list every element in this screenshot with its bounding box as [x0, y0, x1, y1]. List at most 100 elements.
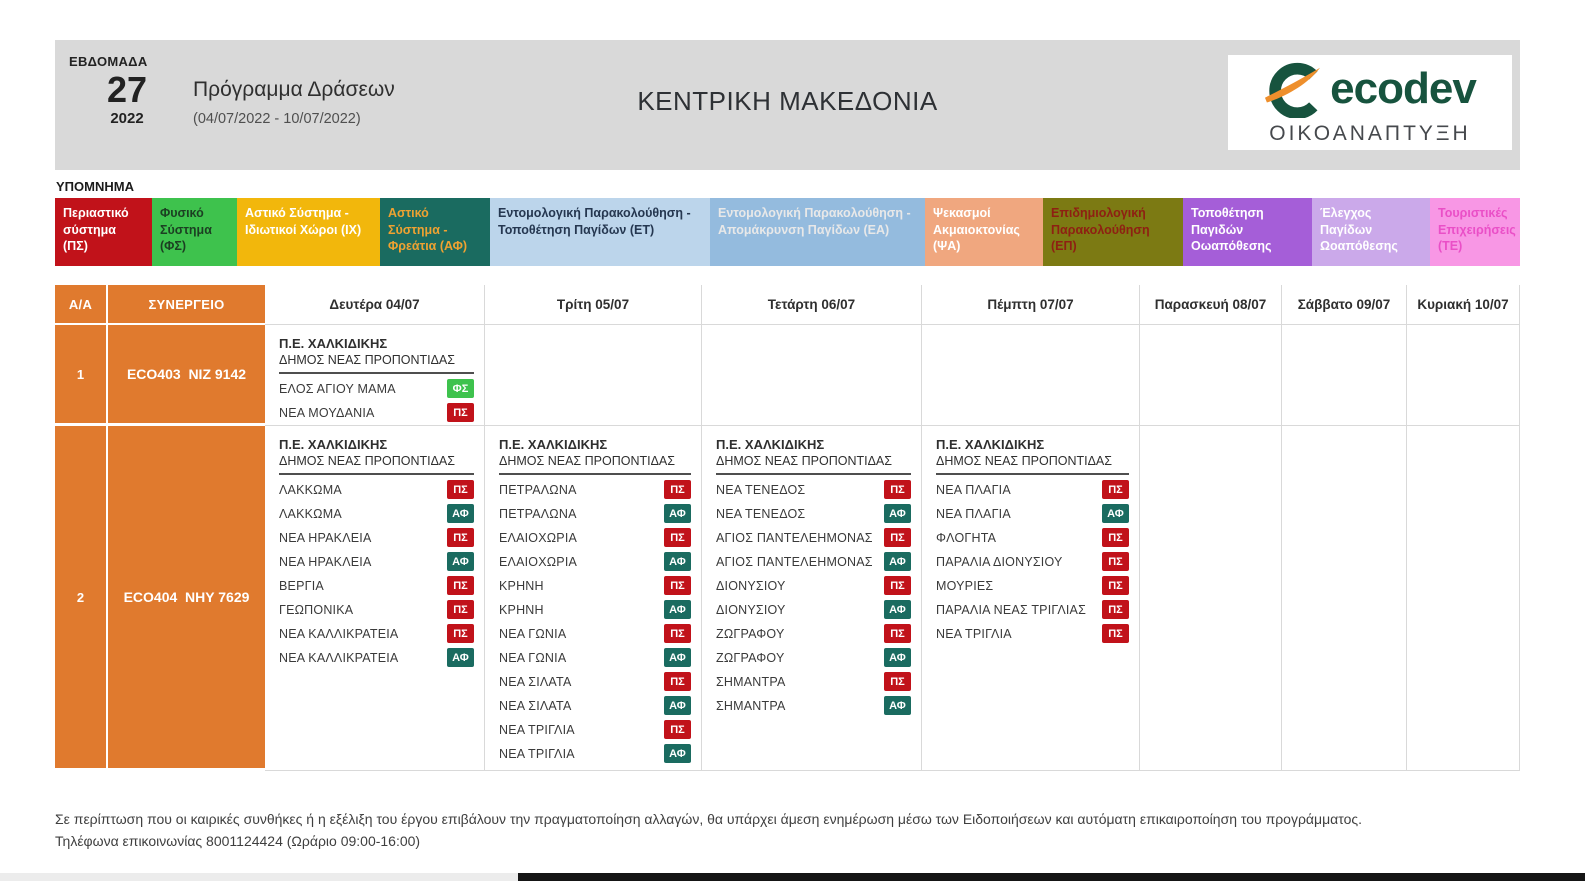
week-number: 27: [106, 69, 148, 110]
legend-item: Έλεγχος Παγίδων Ωοαπόθεσης: [1312, 198, 1430, 266]
header-cell: Τρίτη 05/07: [485, 285, 702, 325]
day-cell: [702, 325, 922, 426]
schedule-entry: ΝΕΑ ΓΩΝΙΑ ΠΣ: [499, 624, 691, 643]
footer-contact: Τηλέφωνα επικοινωνίας 8001124424 (Ωράριο…: [55, 833, 421, 849]
day-cell: Π.Ε. ΧΑΛΚΙΔΙΚΗΣ ΔΗΜΟΣ ΝΕΑΣ ΠΡΟΠΟΝΤΙΔΑΣ ΕΛΟ…: [265, 325, 485, 426]
place-label: ΚΡΗΝΗ: [499, 602, 544, 617]
row-number-cell: 2: [55, 426, 108, 771]
legend-item: Αστικό Σύστημα - Ιδιωτικοί Χώροι (ΙΧ): [237, 198, 380, 266]
header-cell: ΣΥΝΕΡΓΕΙΟ: [108, 285, 265, 325]
place-label: ΒΕΡΓΙΑ: [279, 578, 324, 593]
day-cell: [1282, 426, 1407, 771]
region-title: ΚΕΝΤΡΙΚΗ ΜΑΚΕΔΟΝΙΑ: [637, 86, 938, 116]
category-badge: ΠΣ: [447, 528, 474, 547]
schedule-header-row: Α/Α ΣΥΝΕΡΓΕΙΟ Δευτέρα 04/07 Τρίτη 05/07 Τετά…: [55, 285, 1520, 325]
place-label: ΛΑΚΚΩΜΑ: [279, 506, 342, 521]
category-badge: ΠΣ: [1102, 600, 1129, 619]
place-label: ΠΕΤΡΑΛΩΝΑ: [499, 482, 577, 497]
place-label: ΝΕΑ ΤΡΙΓΛΙΑ: [936, 626, 1012, 641]
schedule-entry: ΕΛΟΣ ΑΓΙΟΥ ΜΑΜΑ ΦΣ: [279, 379, 474, 398]
schedule-entry: ΛΑΚΚΩΜΑ ΑΦ: [279, 504, 474, 523]
category-badge: ΑΦ: [884, 648, 911, 667]
schedule-entry: ΝΕΑ ΚΑΛΛΙΚΡΑΤΕΙΑ ΑΦ: [279, 648, 474, 667]
schedule-entry: ΚΡΗΝΗ ΑΦ: [499, 600, 691, 619]
day-cell: [1282, 325, 1407, 426]
day-cell: [1140, 426, 1282, 771]
place-label: ΑΓΙΟΣ ΠΑΝΤΕΛΕΗΜΟΝΑΣ: [716, 530, 873, 545]
place-label: ΔΙΟΝΥΣΙΟΥ: [716, 602, 786, 617]
place-label: ΕΛΟΣ ΑΓΙΟΥ ΜΑΜΑ: [279, 381, 396, 396]
category-badge: ΑΦ: [447, 648, 474, 667]
horizontal-scrollbar[interactable]: [0, 873, 1585, 881]
place-label: ΝΕΑ ΓΩΝΙΑ: [499, 626, 567, 641]
category-badge: ΠΣ: [447, 600, 474, 619]
crew-cell: ECO404 NHY 7629: [108, 426, 265, 771]
legend-row: Περιαστικό σύστημα (ΠΣ) Φυσικό Σύστημα (Φ…: [55, 198, 1520, 266]
header-cell: Δευτέρα 04/07: [265, 285, 485, 325]
header-cell: Τετάρτη 06/07: [702, 285, 922, 325]
schedule-entry: ΝΕΑ ΜΟΥΔΑΝΙΑ ΠΣ: [279, 403, 474, 422]
place-label: ΝΕΑ ΗΡΑΚΛΕΙΑ: [279, 554, 372, 569]
category-badge: ΑΦ: [447, 552, 474, 571]
table-row: 1 ECO403 NIZ 9142 Π.Ε. ΧΑΛΚΙΔΙΚΗΣ ΔΗΜΟΣ ΝΕΑ…: [55, 325, 1520, 426]
municipality-label: ΔΗΜΟΣ ΝΕΑΣ ΠΡΟΠΟΝΤΙΔΑΣ: [499, 453, 691, 475]
place-label: ΛΑΚΚΩΜΑ: [279, 482, 342, 497]
schedule-entry: ΛΑΚΚΩΜΑ ΠΣ: [279, 480, 474, 499]
schedule-entry: ΝΕΑ ΠΛΑΓΙΑ ΑΦ: [936, 504, 1129, 523]
municipality-label: ΔΗΜΟΣ ΝΕΑΣ ΠΡΟΠΟΝΤΙΔΑΣ: [716, 453, 911, 475]
logo-brand-text: ecodev: [1330, 63, 1477, 113]
schedule-body: 1 ECO403 NIZ 9142 Π.Ε. ΧΑΛΚΙΔΙΚΗΣ ΔΗΜΟΣ ΝΕΑ…: [55, 325, 1520, 771]
footer-note: Σε περίπτωση που οι καιρικές συνθήκες ή …: [55, 811, 1363, 827]
day-cell: Π.Ε. ΧΑΛΚΙΔΙΚΗΣ ΔΗΜΟΣ ΝΕΑΣ ΠΡΟΠΟΝΤΙΔΑΣ ΛΑΚ…: [265, 426, 485, 771]
legend-item: Περιαστικό σύστημα (ΠΣ): [55, 198, 152, 266]
schedule-entry: ΠΕΤΡΑΛΩΝΑ ΑΦ: [499, 504, 691, 523]
scrollbar-thumb[interactable]: [518, 873, 1585, 881]
schedule-entry: ΒΕΡΓΙΑ ΠΣ: [279, 576, 474, 595]
category-badge: ΠΣ: [1102, 624, 1129, 643]
place-label: ΦΛΟΓΗΤΑ: [936, 530, 997, 545]
day-cell: Π.Ε. ΧΑΛΚΙΔΙΚΗΣ ΔΗΜΟΣ ΝΕΑΣ ΠΡΟΠΟΝΤΙΔΑΣ ΝΕΑ…: [922, 426, 1140, 771]
schedule-entry: ΕΛΑΙΟΧΩΡΙΑ ΠΣ: [499, 528, 691, 547]
day-cell: [922, 325, 1140, 426]
category-badge: ΑΦ: [447, 504, 474, 523]
schedule-entry: ΚΡΗΝΗ ΠΣ: [499, 576, 691, 595]
category-badge: ΑΦ: [884, 552, 911, 571]
legend-item: Επιδημιολογική Παρακολούθηση (ΕΠ): [1043, 198, 1183, 266]
header-cell: Κυριακή 10/07: [1407, 285, 1520, 325]
place-label: ΖΩΓΡΑΦΟΥ: [716, 626, 785, 641]
schedule-entry: ΠΑΡΑΛΙΑ ΝΕΑΣ ΤΡΙΓΛΙΑΣ ΠΣ: [936, 600, 1129, 619]
category-badge: ΠΣ: [664, 576, 691, 595]
place-label: ΣΗΜΑΝΤΡΑ: [716, 698, 786, 713]
category-badge: ΠΣ: [1102, 552, 1129, 571]
category-badge: ΠΣ: [447, 403, 474, 422]
category-badge: ΑΦ: [884, 696, 911, 715]
place-label: ΝΕΑ ΤΕΝΕΔΟΣ: [716, 506, 806, 521]
footer-notes: Σε περίπτωση που οι καιρικές συνθήκες ή …: [55, 808, 1362, 852]
region-label: Π.Ε. ΧΑΛΚΙΔΙΚΗΣ: [279, 437, 388, 452]
schedule-entry: ΔΙΟΝΥΣΙΟΥ ΑΦ: [716, 600, 911, 619]
schedule-entry: ΜΟΥΡΙΕΣ ΠΣ: [936, 576, 1129, 595]
category-badge: ΑΦ: [664, 696, 691, 715]
place-label: ΜΟΥΡΙΕΣ: [936, 578, 994, 593]
place-label: ΝΕΑ ΠΛΑΓΙΑ: [936, 506, 1011, 521]
place-label: ΝΕΑ ΣΙΛΑΤΑ: [499, 674, 572, 689]
category-badge: ΠΣ: [884, 624, 911, 643]
place-label: ΝΕΑ ΚΑΛΛΙΚΡΑΤΕΙΑ: [279, 650, 399, 665]
program-date-range: (04/07/2022 - 10/07/2022): [193, 111, 361, 127]
schedule-entry: ΦΛΟΓΗΤΑ ΠΣ: [936, 528, 1129, 547]
week-box: ΕΒΔΟΜΑΔΑ 27 2022: [67, 54, 187, 127]
place-label: ΠΑΡΑΛΙΑ ΝΕΑΣ ΤΡΙΓΛΙΑΣ: [936, 602, 1087, 617]
category-badge: ΠΣ: [664, 528, 691, 547]
logo: ecodev ΟΙΚΟΑΝΑΠΤΥΞΗ: [1228, 55, 1512, 150]
schedule-entry: ΔΙΟΝΥΣΙΟΥ ΠΣ: [716, 576, 911, 595]
logo-subtitle: ΟΙΚΟΑΝΑΠΤΥΞΗ: [1269, 121, 1471, 145]
category-badge: ΠΣ: [1102, 480, 1129, 499]
schedule-entry: ΖΩΓΡΑΦΟΥ ΠΣ: [716, 624, 911, 643]
schedule-entry: ΠΑΡΑΛΙΑ ΔΙΟΝΥΣΙΟΥ ΠΣ: [936, 552, 1129, 571]
place-label: ΕΛΑΙΟΧΩΡΙΑ: [499, 530, 578, 545]
header-cell: Σάββατο 09/07: [1282, 285, 1407, 325]
day-cell: Π.Ε. ΧΑΛΚΙΔΙΚΗΣ ΔΗΜΟΣ ΝΕΑΣ ΠΡΟΠΟΝΤΙΔΑΣ ΝΕΑ…: [702, 426, 922, 771]
schedule-table: Α/Α ΣΥΝΕΡΓΕΙΟ Δευτέρα 04/07 Τρίτη 05/07 Τετά…: [55, 285, 1520, 771]
category-badge: ΠΣ: [884, 480, 911, 499]
